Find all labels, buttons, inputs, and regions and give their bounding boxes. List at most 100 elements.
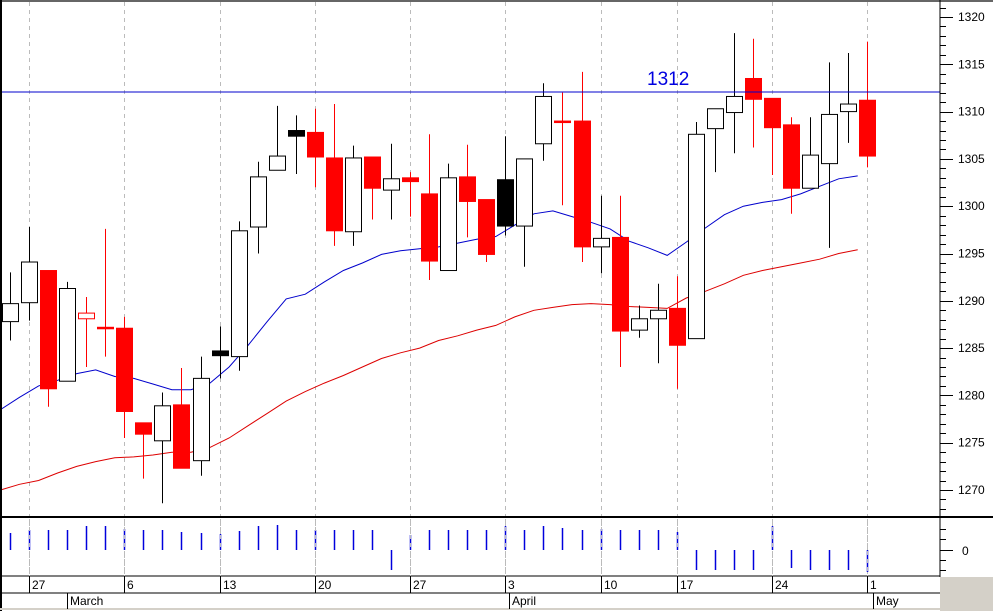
candle[interactable] [116,316,133,438]
candle-body [516,158,533,227]
price-label: 1280 [958,388,985,402]
candle-body [802,154,819,189]
price-label: 1320 [958,10,985,24]
price-label: 1295 [958,247,985,261]
candle-body [21,261,38,304]
candle-body [726,95,743,114]
candle-body [231,230,248,358]
candle[interactable] [421,134,438,280]
candle-body [840,103,857,113]
candle-body [269,155,286,171]
candle-body [745,77,762,100]
price-label: 1315 [958,57,985,71]
candle[interactable] [554,92,571,206]
price-label: 1290 [958,294,985,308]
candle[interactable] [231,221,248,371]
price-label: 1275 [958,436,985,450]
candle-body [326,157,343,232]
candle[interactable] [59,281,76,382]
candle-body [307,131,324,158]
candle[interactable] [764,97,781,175]
candle-body [497,179,514,227]
candle-body [97,326,114,330]
candle-body [669,307,686,346]
candle[interactable] [821,62,838,248]
indicator-zero-label: 0 [962,544,969,558]
price-label: 1310 [958,105,985,119]
level-label: 1312 [647,69,689,90]
candle[interactable] [478,199,495,263]
candle-body [383,178,400,191]
candle-body [78,312,95,320]
candle[interactable] [21,227,38,321]
candle[interactable] [326,104,343,246]
candle[interactable] [364,156,381,220]
date-label: 3 [508,578,515,592]
candle[interactable] [250,161,267,254]
candle-body [574,120,591,248]
candle[interactable] [307,108,324,188]
candle[interactable] [440,163,457,272]
candle-body [459,176,476,202]
candle-body [364,156,381,189]
candle[interactable] [135,422,152,479]
candle[interactable] [669,276,686,389]
price-label: 1305 [958,152,985,166]
candle-body [821,113,838,165]
candle[interactable] [40,270,57,407]
candle-body [631,318,648,331]
price-axis: 1270 1275 1280 1285 1290 1295 1300 1305 1310 1315… [940,8,985,510]
candle-body [421,193,438,262]
date-label: 20 [318,578,332,592]
candle[interactable] [726,33,743,154]
candle[interactable] [345,145,362,246]
candles [2,33,876,504]
candle[interactable] [612,195,629,368]
candle[interactable] [859,41,876,168]
candle[interactable] [593,195,610,274]
candle[interactable] [497,136,514,236]
candle-body [288,130,305,137]
candle[interactable] [154,392,171,504]
candle[interactable] [802,117,819,189]
month-label: April [512,594,536,608]
candle[interactable] [97,228,114,357]
candle[interactable] [212,326,229,379]
date-label: 13 [223,578,237,592]
price-label: 1300 [958,199,985,213]
candle[interactable] [535,83,552,161]
candle[interactable] [783,117,800,214]
candle-body [59,288,76,382]
candle-body [535,95,552,145]
corner-panel [940,577,993,611]
candle[interactable] [402,172,419,217]
month-label: March [70,594,103,608]
candle[interactable] [459,144,476,238]
candle-body [707,108,724,130]
candle[interactable] [2,272,19,341]
date-label: 27 [413,578,427,592]
candle[interactable] [173,367,190,469]
candle[interactable] [688,122,705,340]
candle[interactable] [193,356,210,476]
candle[interactable] [288,115,305,175]
date-axis: 27 6 13 20 27 3 10 17 24 1 March April May [29,576,899,609]
candle[interactable] [631,305,648,338]
candle[interactable] [745,38,762,148]
candle-body [554,120,571,124]
candle[interactable] [707,108,724,173]
candle[interactable] [650,283,667,364]
candle-body [2,303,19,323]
candle-body [135,422,152,435]
date-label: 27 [32,578,46,592]
candle[interactable] [383,143,400,220]
candle[interactable] [516,158,533,267]
date-label: 10 [604,578,618,592]
candle[interactable] [574,71,591,263]
candle-body [402,177,419,183]
candle[interactable] [78,297,95,368]
candle[interactable] [840,52,857,143]
candle[interactable] [269,105,286,171]
